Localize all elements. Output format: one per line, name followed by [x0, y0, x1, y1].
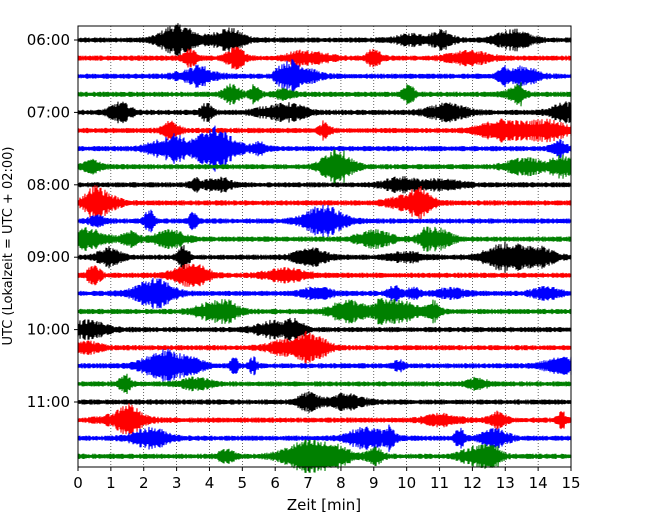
y-tick-label: 07:00 — [27, 103, 70, 121]
x-tick-label: 0 — [73, 474, 83, 492]
x-tick-label: 2 — [139, 474, 149, 492]
seismic-traces — [77, 23, 572, 473]
x-tick-label: 11 — [430, 474, 449, 492]
x-tick-label: 15 — [561, 474, 580, 492]
x-tick-label: 7 — [303, 474, 313, 492]
x-tick-label: 13 — [496, 474, 515, 492]
x-tick-label: 9 — [369, 474, 379, 492]
y-axis-ticks: 06:00 07:00 08:00 09:00 10:00 11:00 — [27, 31, 78, 411]
x-tick-label: 12 — [463, 474, 482, 492]
x-tick-label: 8 — [336, 474, 346, 492]
x-axis-label: Zeit [min] — [287, 496, 361, 514]
y-tick-label: 10:00 — [27, 321, 70, 339]
x-tick-label: 3 — [172, 474, 182, 492]
y-axis-label: UTC (Lokalzeit = UTC + 02:00) — [1, 147, 16, 346]
y-tick-label: 11:00 — [27, 393, 70, 411]
x-tick-label: 1 — [106, 474, 116, 492]
x-tick-label: 14 — [529, 474, 548, 492]
x-tick-label: 10 — [397, 474, 416, 492]
x-tick-label: 5 — [238, 474, 248, 492]
y-tick-label: 09:00 — [27, 248, 70, 266]
x-tick-label: 6 — [270, 474, 280, 492]
x-axis-ticks: 0 1 2 3 4 5 6 7 8 9 10 11 12 13 14 15 — [73, 467, 581, 492]
y-tick-label: 06:00 — [27, 31, 70, 49]
plot-frame — [77, 25, 572, 468]
y-tick-label: 08:00 — [27, 176, 70, 194]
x-tick-label: 4 — [205, 474, 215, 492]
